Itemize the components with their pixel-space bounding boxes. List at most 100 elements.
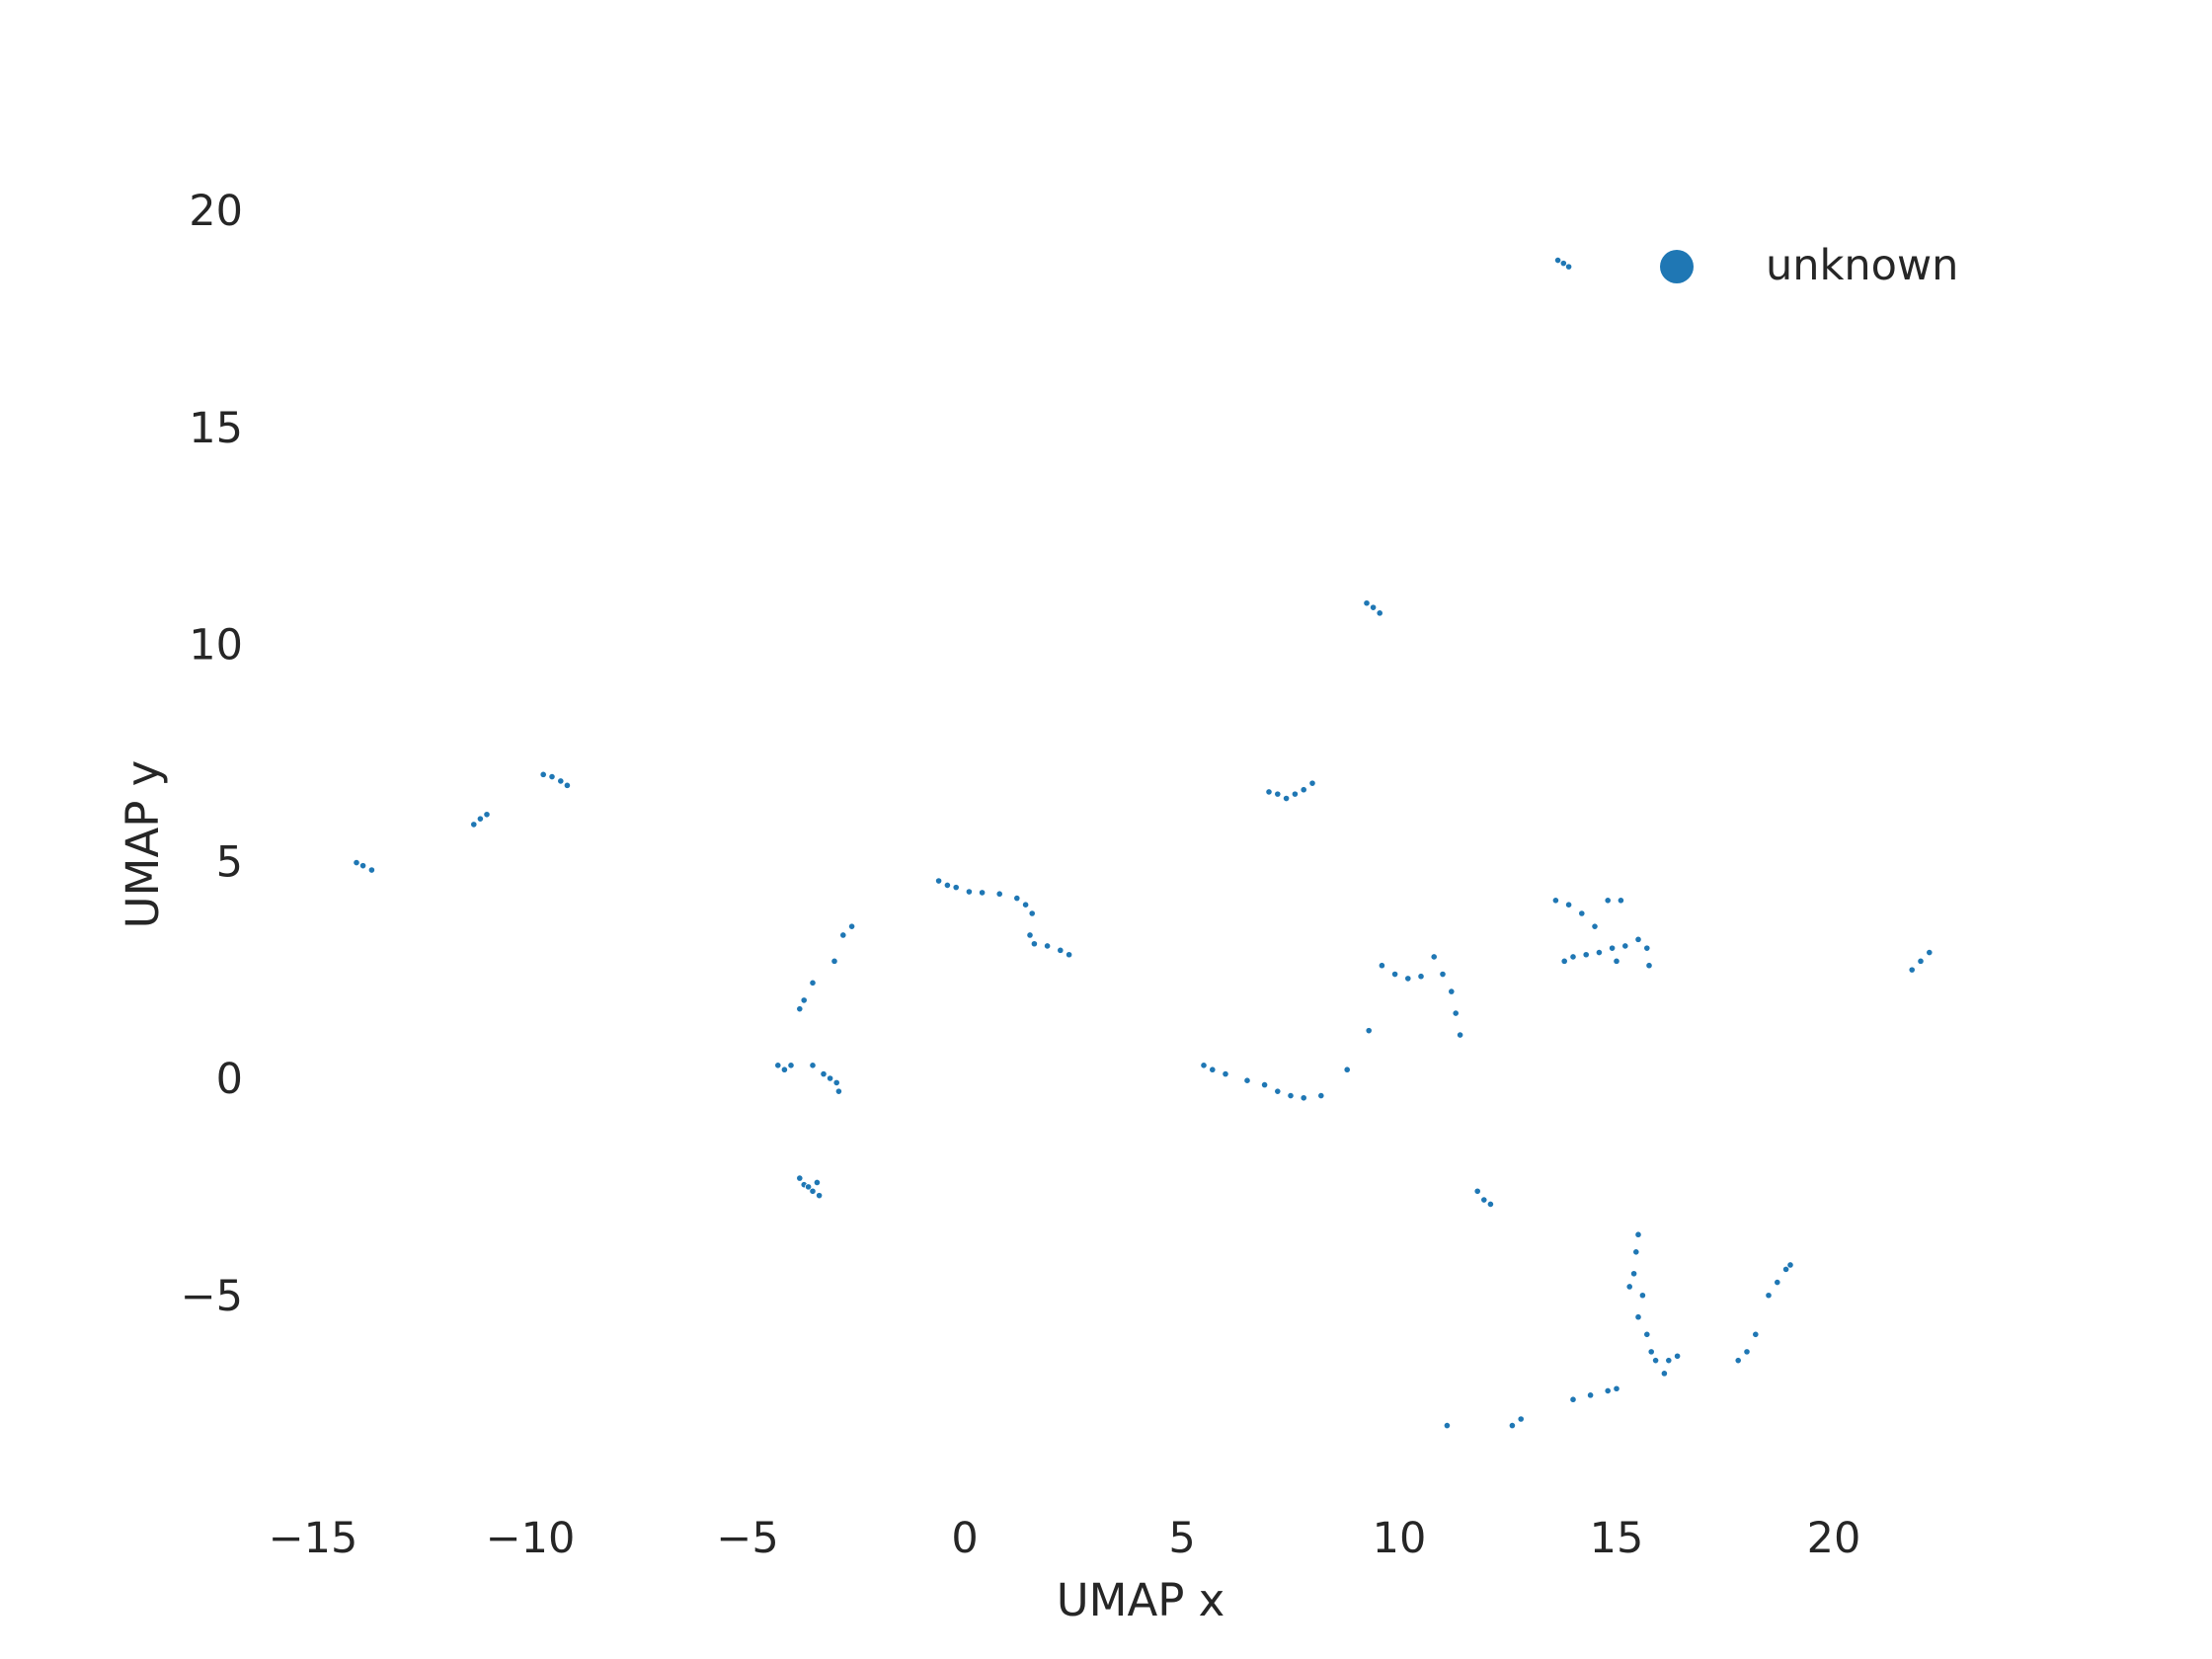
scatter-point — [1613, 957, 1620, 965]
scatter-point — [1634, 1230, 1642, 1238]
scatter-point — [978, 889, 987, 897]
y-tick-label: 5 — [216, 837, 243, 887]
scatter-point — [1030, 940, 1039, 948]
scatter-point — [1457, 1031, 1464, 1039]
y-tick-labels: −5 0 5 10 15 20 — [181, 187, 243, 1321]
scatter-point — [787, 1062, 795, 1069]
scatter-point — [1013, 895, 1021, 903]
scatter-point — [834, 1087, 843, 1095]
scatter-point — [1209, 1066, 1217, 1073]
scatter-point — [780, 1066, 789, 1073]
y-tick-label: 20 — [189, 187, 243, 236]
y-tick-label: 0 — [216, 1055, 243, 1104]
scatter-point — [1370, 603, 1378, 611]
scatter-points — [353, 256, 1934, 1430]
scatter-point — [1378, 962, 1386, 970]
scatter-point — [796, 1174, 804, 1182]
scatter-point — [1582, 951, 1590, 959]
scatter-point — [563, 781, 572, 789]
scatter-point — [1752, 1330, 1760, 1338]
scatter-point — [809, 979, 817, 987]
scatter-point — [1638, 1292, 1647, 1300]
x-axis-label: UMAP x — [1057, 1574, 1225, 1626]
x-tick-label: −15 — [269, 1514, 358, 1563]
scatter-point — [1261, 1080, 1269, 1089]
scatter-point — [1300, 786, 1307, 794]
scatter-point — [1743, 1348, 1751, 1356]
scatter-point — [1448, 988, 1456, 995]
scatter-point — [470, 821, 478, 829]
scatter-point — [1473, 1187, 1481, 1195]
scatter-point — [1291, 790, 1300, 798]
scatter-point — [1057, 946, 1065, 954]
scatter-point — [1274, 1087, 1282, 1095]
scatter-point — [367, 866, 375, 874]
scatter-point — [1604, 897, 1612, 905]
scatter-point — [353, 858, 360, 867]
scatter-point — [774, 1062, 782, 1069]
scatter-point — [1243, 1076, 1251, 1084]
scatter-point — [1222, 1070, 1229, 1078]
x-tick-label: 5 — [1168, 1514, 1195, 1563]
x-tick-label: 20 — [1807, 1514, 1861, 1563]
scatter-point — [1404, 975, 1412, 983]
scatter-point — [965, 888, 974, 896]
scatter-point — [1452, 1009, 1460, 1017]
y-axis-label: UMAP y — [117, 760, 169, 929]
scatter-point — [539, 770, 547, 778]
scatter-point — [1376, 609, 1383, 617]
scatter-point — [1283, 794, 1291, 803]
scatter-point — [1365, 1027, 1373, 1035]
scatter-point — [830, 957, 838, 965]
scatter-point — [1765, 1292, 1773, 1300]
scatter-point — [1643, 944, 1651, 952]
scatter-point — [1652, 1357, 1660, 1365]
scatter-point — [1660, 1370, 1669, 1378]
scatter-point — [1439, 970, 1447, 979]
scatter-point — [1595, 948, 1604, 957]
scatter-point — [1643, 1330, 1651, 1338]
scatter-point — [1551, 897, 1560, 905]
scatter-point — [1908, 966, 1916, 974]
scatter-point — [1200, 1062, 1208, 1069]
x-tick-label: 15 — [1590, 1514, 1644, 1563]
scatter-point — [1569, 1395, 1577, 1403]
scatter-point — [1486, 1200, 1495, 1209]
scatter-point — [358, 862, 367, 870]
scatter-point — [832, 1078, 840, 1086]
scatter-point — [1480, 1196, 1488, 1204]
scatter-point — [1591, 922, 1599, 930]
scatter-point — [1517, 1415, 1525, 1423]
scatter-point — [804, 1183, 813, 1191]
scatter-point — [1674, 1352, 1682, 1360]
scatter-point — [1630, 1270, 1638, 1278]
scatter-point — [1363, 599, 1371, 607]
scatter-point — [1604, 1386, 1612, 1395]
scatter-point — [809, 1062, 817, 1069]
scatter-point — [952, 884, 960, 892]
legend: unknown — [1660, 241, 1958, 290]
scatter-point — [1621, 942, 1629, 950]
scatter-point — [1317, 1091, 1325, 1100]
y-tick-label: 10 — [189, 621, 243, 671]
scatter-point — [796, 1005, 804, 1013]
scatter-point — [1786, 1261, 1794, 1269]
scatter-point — [1430, 953, 1438, 961]
scatter-point — [1569, 953, 1577, 961]
scatter-point — [800, 996, 808, 1004]
scatter-point — [820, 1070, 828, 1078]
scatter-point — [1565, 263, 1573, 271]
scatter-point — [1044, 942, 1052, 950]
scatter-point — [1026, 931, 1034, 939]
scatter-point — [1028, 909, 1036, 917]
scatter-point — [1443, 1422, 1452, 1430]
scatter-point — [934, 877, 943, 885]
scatter-point — [839, 931, 847, 939]
y-tick-label: 15 — [189, 404, 243, 453]
scatter-point — [809, 1187, 817, 1195]
x-tick-label: −10 — [486, 1514, 576, 1563]
scatter-point — [1774, 1278, 1781, 1287]
scatter-point — [1734, 1357, 1742, 1365]
